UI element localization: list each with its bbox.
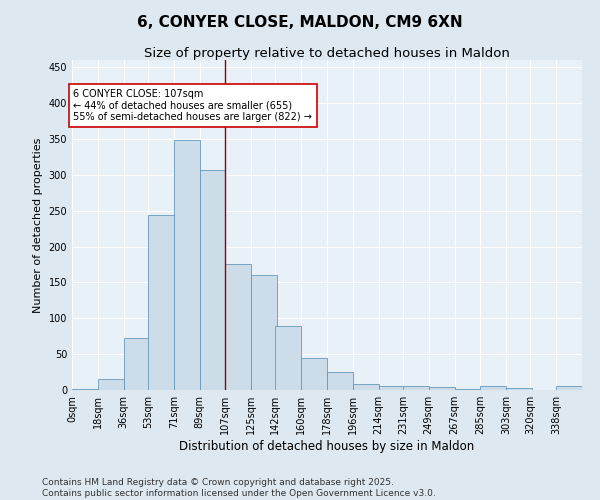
Bar <box>379 386 404 390</box>
Bar <box>124 338 149 390</box>
Bar <box>275 326 301 390</box>
Bar <box>225 264 251 390</box>
Text: 6 CONYER CLOSE: 107sqm
← 44% of detached houses are smaller (655)
55% of semi-de: 6 CONYER CLOSE: 107sqm ← 44% of detached… <box>73 88 313 122</box>
Bar <box>72 388 98 390</box>
Bar <box>403 386 429 390</box>
Bar <box>148 215 174 390</box>
Bar <box>174 140 199 390</box>
Bar <box>429 387 455 390</box>
Bar <box>556 386 582 390</box>
X-axis label: Distribution of detached houses by size in Maldon: Distribution of detached houses by size … <box>179 440 475 453</box>
Text: 6, CONYER CLOSE, MALDON, CM9 6XN: 6, CONYER CLOSE, MALDON, CM9 6XN <box>137 15 463 30</box>
Bar <box>199 170 225 390</box>
Title: Size of property relative to detached houses in Maldon: Size of property relative to detached ho… <box>144 47 510 60</box>
Bar <box>480 386 506 390</box>
Bar <box>98 379 124 390</box>
Bar <box>251 275 277 390</box>
Bar <box>455 388 480 390</box>
Y-axis label: Number of detached properties: Number of detached properties <box>33 138 43 312</box>
Bar <box>327 372 353 390</box>
Bar <box>506 388 532 390</box>
Bar <box>353 384 379 390</box>
Bar <box>301 358 327 390</box>
Text: Contains HM Land Registry data © Crown copyright and database right 2025.
Contai: Contains HM Land Registry data © Crown c… <box>42 478 436 498</box>
